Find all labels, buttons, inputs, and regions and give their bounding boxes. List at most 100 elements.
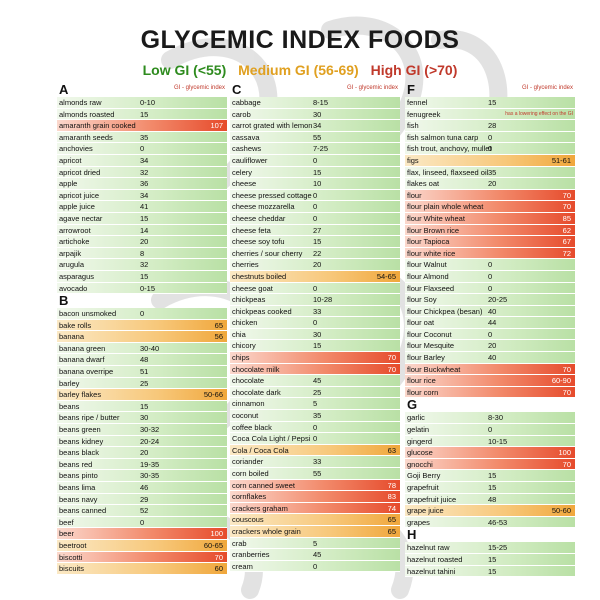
- gi-value: 51: [140, 367, 149, 377]
- food-name: agave nectar: [59, 213, 103, 223]
- food-row: almonds roasted 15: [57, 108, 227, 121]
- food-row: flour White wheat 85: [405, 212, 575, 225]
- gi-value: 10: [313, 179, 322, 189]
- food-row: celery 15: [230, 166, 400, 179]
- food-row: beans pinto 30-35: [57, 470, 227, 482]
- gi-value: 15: [313, 167, 322, 177]
- gi-value: 30: [140, 413, 149, 423]
- gi-value: 29: [140, 494, 149, 504]
- food-row: fish 28: [405, 120, 575, 132]
- gi-value: 30: [313, 109, 322, 119]
- food-row: beans red 19-35: [57, 458, 227, 471]
- food-row: beetroot 60-65: [57, 539, 227, 552]
- food-row: flour Flaxseed 0: [405, 282, 575, 295]
- gi-value: 0: [488, 425, 493, 435]
- food-name: hazelnut tahini: [407, 566, 456, 576]
- food-row: flour Chickpea (besan) 40: [405, 305, 575, 318]
- food-name: chicken: [232, 318, 258, 328]
- food-row: beans 15: [57, 400, 227, 413]
- food-row: apricot 34: [57, 154, 227, 167]
- food-row: chickpeas cooked 33: [230, 305, 400, 318]
- gi-value: 48: [140, 355, 149, 365]
- food-name: artichoke: [59, 237, 90, 247]
- food-row: flour Walnut 0: [405, 259, 575, 271]
- gi-value: 100: [210, 529, 223, 539]
- gi-value: 35: [140, 132, 149, 142]
- food-name: flour Barley: [407, 353, 445, 363]
- food-name: arugula: [59, 260, 85, 270]
- food-row: gnocchi 70: [405, 458, 575, 471]
- gi-value: 0: [488, 329, 493, 339]
- food-note: has a lowering effect on the GI: [505, 110, 573, 117]
- food-name: flour oat: [407, 318, 435, 328]
- food-row: chestnuts boiled 54-65: [230, 270, 400, 283]
- food-row: flour Almond 0: [405, 270, 575, 283]
- food-name: flour Coconut: [407, 329, 452, 339]
- gi-value: 70: [387, 353, 396, 363]
- food-row: flour rice 60-90: [405, 375, 575, 387]
- food-name: chicory: [232, 341, 256, 351]
- food-row: anchovies 0: [57, 143, 227, 155]
- food-name: cauliflower: [232, 155, 268, 165]
- gi-value: 70: [214, 552, 223, 562]
- food-row: banana 56: [57, 331, 227, 343]
- gi-value: 0-10: [140, 98, 156, 107]
- food-row: fenugreek has a lowering effect on the GI: [405, 108, 575, 121]
- food-row: banana green 30-40: [57, 342, 227, 355]
- section-letter: A: [59, 82, 69, 97]
- gi-value: 0: [313, 213, 318, 223]
- food-row: hazelnut tahini 15: [405, 565, 575, 578]
- gi-value: 60-65: [203, 540, 223, 550]
- food-name: apricot: [59, 155, 82, 165]
- gi-value: 51-61: [551, 155, 571, 165]
- column-2: C GI - glycemic index cabbage 8-15 carob 30 c…: [230, 82, 400, 573]
- gi-value: 50-66: [203, 390, 223, 400]
- gi-value: 65: [387, 515, 396, 525]
- gi-value: 10-15: [488, 436, 508, 446]
- food-name: chocolate milk: [232, 364, 280, 374]
- food-name: beans canned: [59, 506, 107, 516]
- food-name: cheese mozzarella: [232, 202, 295, 212]
- food-name: flour rice: [407, 376, 436, 386]
- gi-value: 0: [140, 144, 145, 154]
- gi-value: 30-40: [140, 343, 160, 353]
- food-row: cheese cheddar 0: [230, 212, 400, 225]
- gi-value: 0: [313, 190, 318, 200]
- food-name: beans ripe / butter: [59, 413, 120, 423]
- gi-value: 35: [488, 167, 497, 177]
- section-letter: B: [59, 293, 69, 309]
- gi-value: 20: [140, 448, 149, 458]
- food-name: couscous: [232, 515, 264, 525]
- gi-value: 32: [140, 260, 149, 270]
- food-name: gingerd: [407, 436, 433, 446]
- food-name: cashews: [232, 144, 262, 154]
- gi-value: 5: [313, 399, 318, 409]
- food-name: coriander: [232, 457, 264, 467]
- food-name: gnocchi: [407, 459, 433, 469]
- food-row: coffee black 0: [230, 421, 400, 434]
- gi-value: 8-30: [488, 413, 504, 423]
- food-row: flour Buckwheat 70: [405, 363, 575, 376]
- food-name: chickpeas cooked: [232, 306, 292, 316]
- gi-tag: GI - glycemic index: [173, 85, 225, 91]
- gi-value: 30-35: [140, 471, 160, 481]
- food-row: arrowroot 14: [57, 224, 227, 237]
- food-row: carob 30: [230, 108, 400, 121]
- food-row: fennel 15: [405, 97, 575, 109]
- food-name: celery: [232, 167, 253, 177]
- gi-value: 20: [313, 260, 322, 270]
- gi-value: 15: [488, 554, 497, 564]
- food-name: beans: [59, 401, 80, 411]
- food-name: corn boiled: [232, 469, 269, 478]
- food-row: grape juice 50-60: [405, 505, 575, 517]
- food-row: arugula 32: [57, 259, 227, 271]
- gi-value: 15: [313, 341, 322, 351]
- gi-value: 55: [313, 132, 322, 142]
- food-name: arrowroot: [59, 225, 91, 235]
- food-name: cheese soy tofu: [232, 237, 285, 247]
- gi-value: 20: [488, 179, 497, 189]
- gi-value: 34: [140, 190, 149, 200]
- gi-tag: GI - glycemic index: [521, 85, 573, 91]
- gi-value: 85: [562, 213, 571, 223]
- section-letter: C: [232, 82, 242, 97]
